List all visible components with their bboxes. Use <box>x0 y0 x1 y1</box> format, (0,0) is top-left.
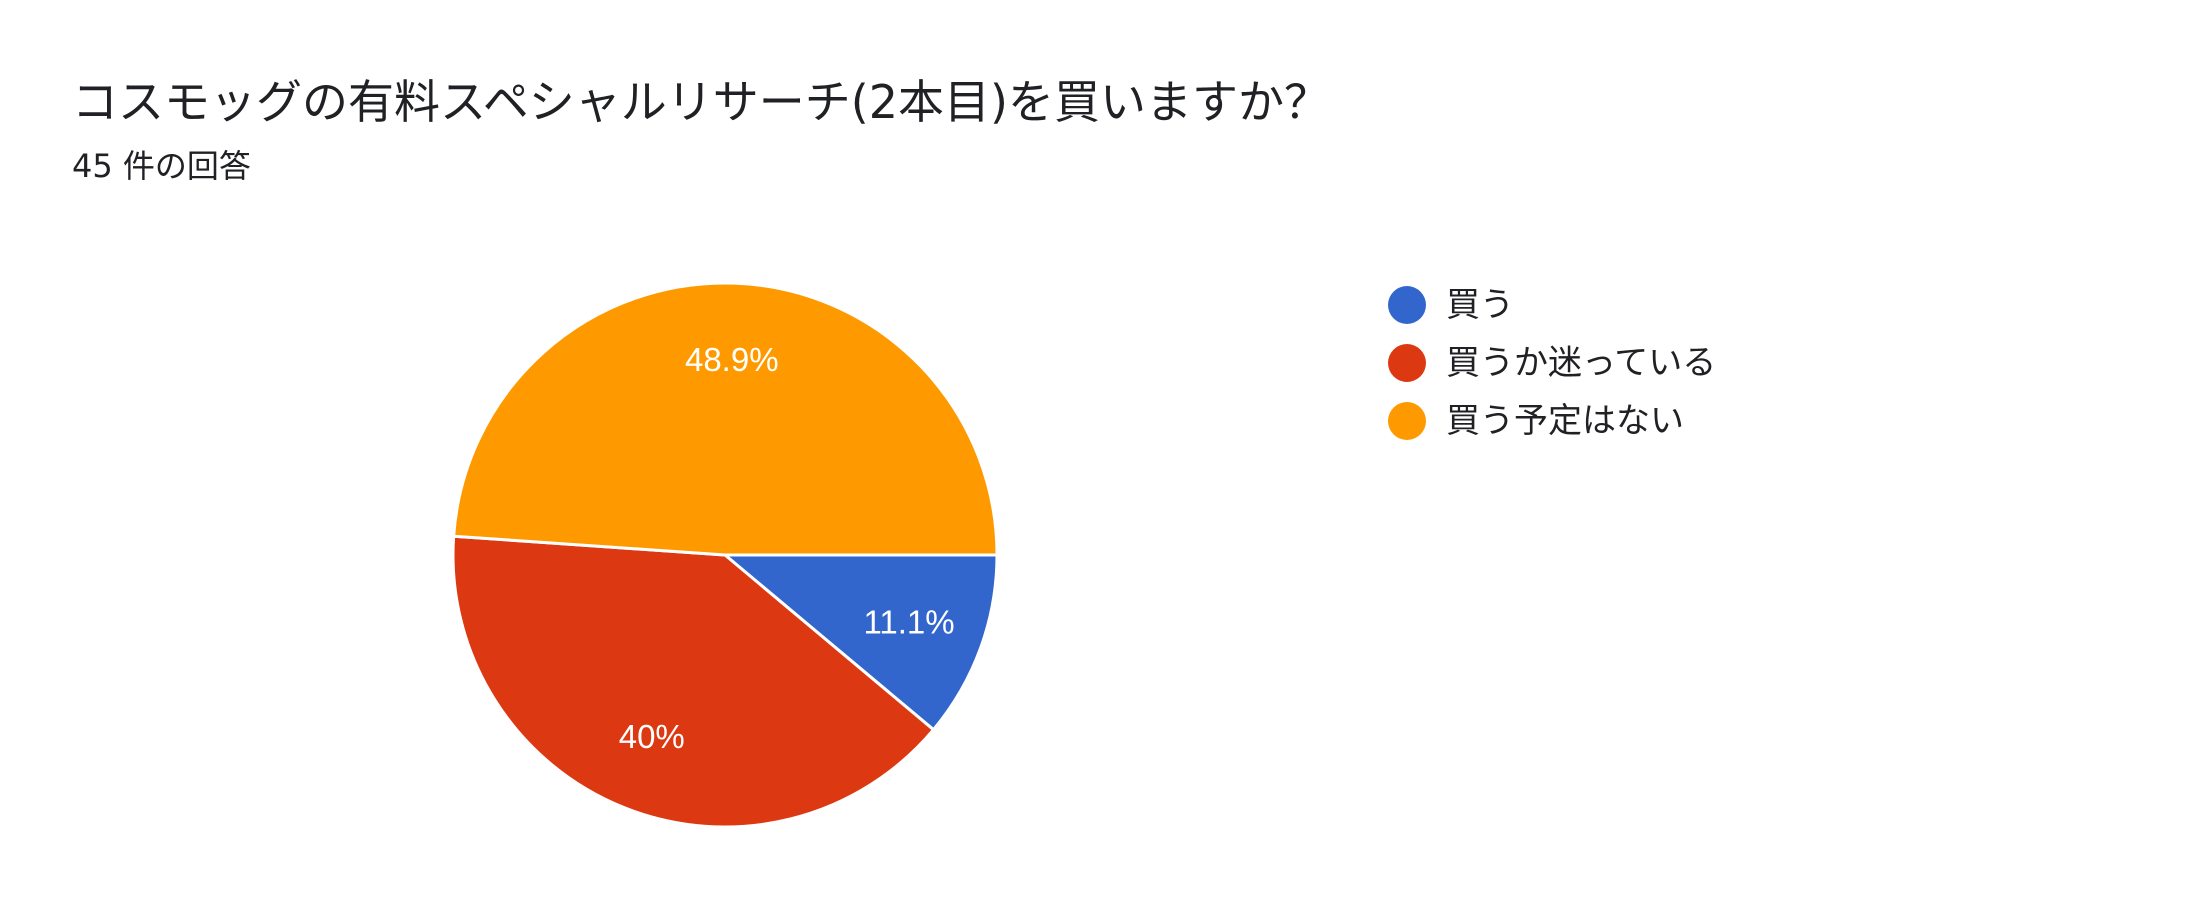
legend-label: 買う予定はない <box>1446 401 1684 441</box>
legend-swatch <box>1388 344 1426 382</box>
pie-slice-2[interactable] <box>451 534 936 829</box>
legend-label: 買う <box>1446 285 1514 325</box>
slice-label-2: 40% <box>619 718 685 755</box>
chart-legend: 買う買うか迷っている 買う予定はない <box>1388 276 1716 450</box>
legend-swatch <box>1388 286 1426 324</box>
slice-label-3: 48.9% <box>685 341 779 378</box>
legend-label: 買うか迷っている <box>1446 343 1717 383</box>
legend-swatch <box>1388 402 1426 440</box>
pie-slices <box>451 281 999 829</box>
legend-item-1[interactable]: 買う <box>1388 276 1716 334</box>
pie-slice-3[interactable] <box>452 281 999 557</box>
legend-item-3[interactable]: 買う予定はない <box>1388 392 1716 450</box>
legend-item-2[interactable]: 買うか迷っている <box>1388 334 1716 392</box>
response-count: 45 件の回答 <box>72 147 251 185</box>
slice-label-1: 11.1% <box>863 603 954 640</box>
pie-slice-1[interactable] <box>720 553 999 732</box>
chart-title: コスモッグの有料スペシャルリサーチ(2本目)を買いますか？ <box>72 75 1330 129</box>
pie-slice-labels: 11.1% 40% 48.9% <box>619 341 955 755</box>
